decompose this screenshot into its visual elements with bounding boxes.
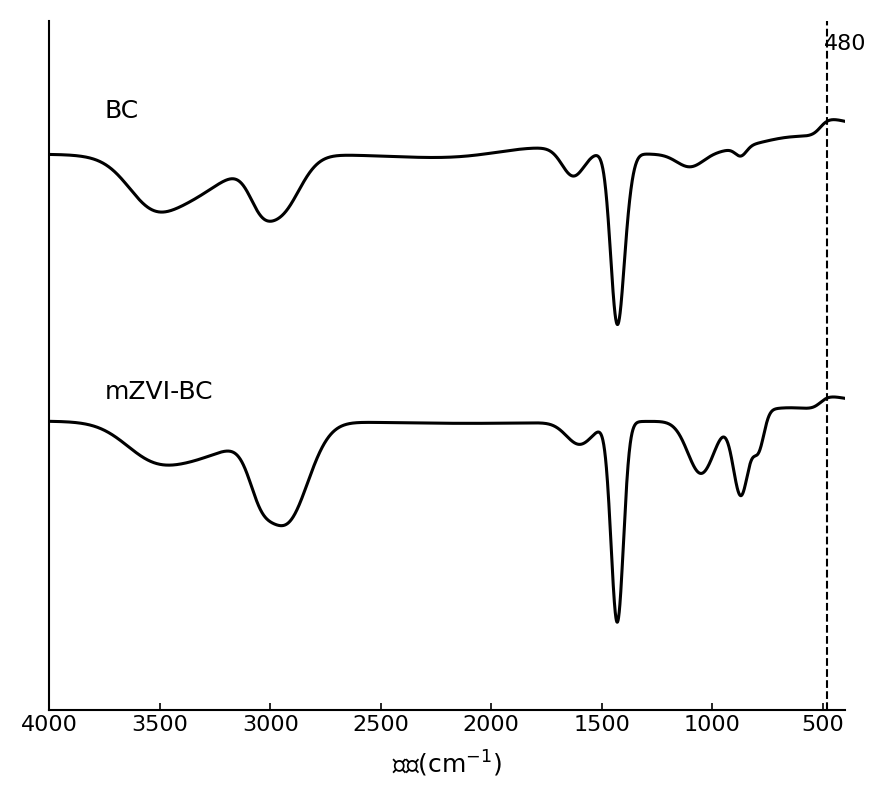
Text: mZVI-BC: mZVI-BC [104, 379, 213, 403]
X-axis label: 波长(cm$^{-1}$): 波长(cm$^{-1}$) [392, 749, 502, 779]
Text: 480: 480 [824, 34, 866, 54]
Text: BC: BC [104, 99, 139, 123]
